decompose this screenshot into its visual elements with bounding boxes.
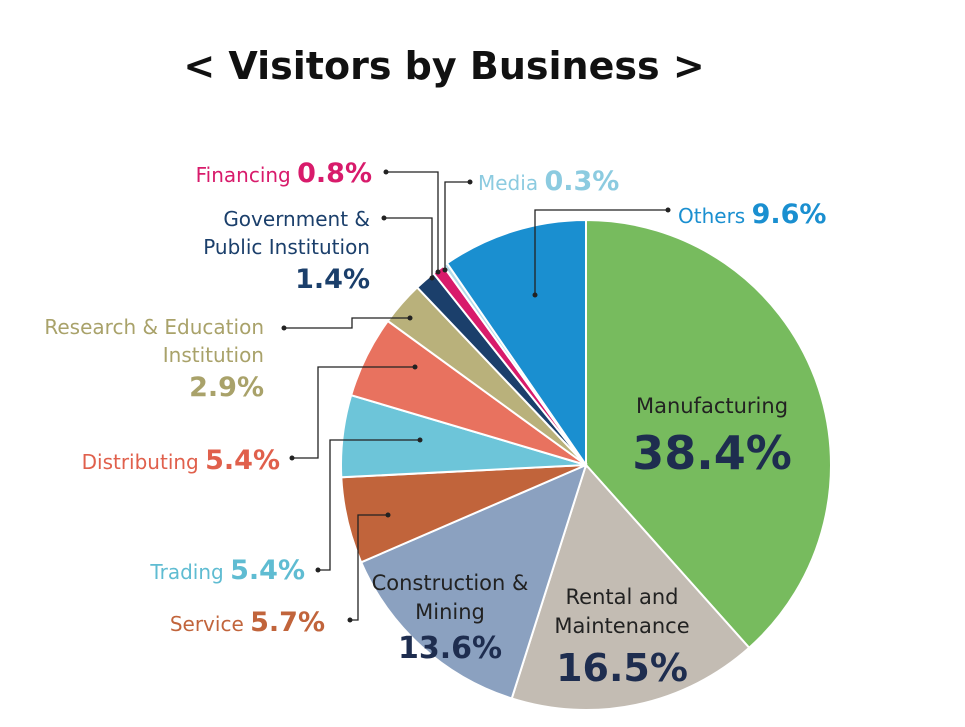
value-label: 2.9% [189, 372, 264, 403]
category-label: Construction & Mining [371, 571, 529, 625]
value-label: 1.4% [295, 264, 370, 295]
slice-label: Service 5.7% [100, 604, 325, 642]
leader-dot [435, 269, 441, 275]
leader-dot [383, 169, 389, 175]
slice-label: Government & Public Institution 1.4% [170, 205, 370, 299]
value-label: 0.3% [544, 166, 620, 197]
leader-dot [429, 275, 435, 281]
slice-label: Distributing 5.4% [40, 442, 280, 480]
slice-label: Media 0.3% [478, 163, 718, 201]
leader-dot [281, 325, 287, 331]
pie-slice [445, 218, 587, 469]
category-label: Rental and Maintenance [554, 585, 690, 639]
category-label: Media [478, 171, 539, 195]
leader-dot [381, 215, 387, 221]
value-label: 16.5% [556, 645, 688, 690]
value-label: 5.4% [230, 555, 305, 586]
value-label: 5.7% [250, 607, 325, 638]
leader-line [386, 171, 439, 272]
leader-dot [289, 455, 295, 461]
slice-label: Construction & Mining 13.6% [360, 569, 540, 670]
value-label: 13.6% [397, 630, 503, 666]
leader-dot [347, 617, 353, 623]
category-label: Financing [195, 163, 291, 187]
slice-label: Research & Education Institution 2.9% [20, 313, 264, 407]
pie-slice [359, 463, 588, 700]
leader-dot [315, 567, 321, 573]
leader-dot [467, 179, 473, 185]
category-label: Manufacturing [635, 394, 789, 418]
category-label: Others [678, 204, 746, 228]
value-label: 5.4% [205, 445, 280, 476]
leader-dot [532, 292, 538, 298]
leader-dot [417, 437, 423, 443]
leader-line [284, 317, 410, 329]
slice-label: Financing 0.8% [140, 155, 372, 193]
leader-dot [442, 267, 448, 273]
slice-label: Manufacturing 38.4% [592, 392, 832, 486]
category-label: Government & Public Institution [203, 207, 370, 259]
category-label: Service [169, 612, 244, 636]
leader-line [384, 217, 433, 278]
leader-dot [412, 364, 418, 370]
category-label: Distributing [81, 450, 199, 474]
chart-title: < Visitors by Business > [183, 44, 705, 88]
leader-line [318, 439, 420, 571]
leader-dot [385, 512, 391, 518]
leader-line [350, 514, 388, 621]
value-label: 38.4% [632, 426, 792, 481]
slice-label: Others 9.6% [678, 196, 918, 234]
leader-line [292, 366, 415, 459]
leader-line [534, 209, 668, 295]
category-label: Trading [150, 560, 224, 584]
leader-line [444, 181, 470, 270]
value-label: 9.6% [751, 199, 827, 230]
pie-slice [585, 218, 832, 650]
leader-dot [407, 315, 413, 321]
value-label: 0.8% [297, 158, 372, 189]
pie-slice [510, 463, 751, 711]
category-label: Research & Education Institution [44, 315, 264, 367]
slice-label: Trading 5.4% [80, 552, 305, 590]
slice-label: Rental and Maintenance 16.5% [522, 583, 722, 695]
leader-dot [665, 207, 671, 213]
